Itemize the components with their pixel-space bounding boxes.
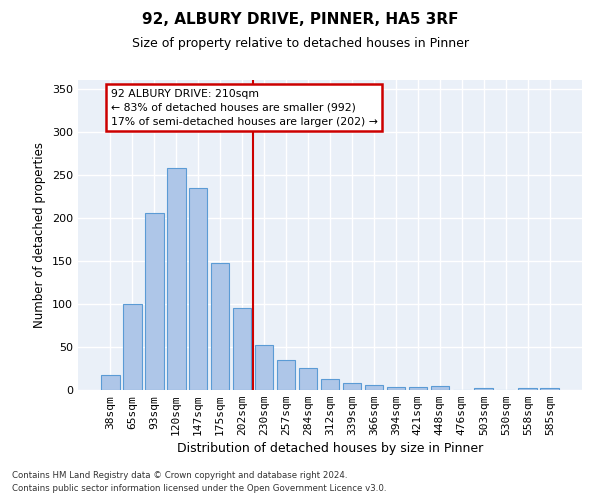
Bar <box>518 388 537 390</box>
Bar <box>145 214 164 390</box>
Bar <box>211 262 229 390</box>
Bar <box>101 374 119 390</box>
Text: Contains HM Land Registry data © Crown copyright and database right 2024.: Contains HM Land Registry data © Crown c… <box>12 470 347 480</box>
Bar <box>343 383 361 390</box>
Bar <box>541 388 559 390</box>
Bar <box>277 360 295 390</box>
Bar <box>233 308 251 390</box>
Text: Contains public sector information licensed under the Open Government Licence v3: Contains public sector information licen… <box>12 484 386 493</box>
Bar <box>320 379 340 390</box>
Bar <box>431 386 449 390</box>
Text: 92, ALBURY DRIVE, PINNER, HA5 3RF: 92, ALBURY DRIVE, PINNER, HA5 3RF <box>142 12 458 28</box>
Bar <box>365 385 383 390</box>
Y-axis label: Number of detached properties: Number of detached properties <box>34 142 46 328</box>
Bar <box>189 188 208 390</box>
Bar <box>409 386 427 390</box>
Bar <box>123 304 142 390</box>
Bar <box>255 345 274 390</box>
Text: 92 ALBURY DRIVE: 210sqm
← 83% of detached houses are smaller (992)
17% of semi-d: 92 ALBURY DRIVE: 210sqm ← 83% of detache… <box>110 88 377 126</box>
Text: Size of property relative to detached houses in Pinner: Size of property relative to detached ho… <box>131 38 469 51</box>
X-axis label: Distribution of detached houses by size in Pinner: Distribution of detached houses by size … <box>177 442 483 456</box>
Bar <box>299 368 317 390</box>
Bar <box>386 386 405 390</box>
Bar <box>167 168 185 390</box>
Bar <box>475 388 493 390</box>
